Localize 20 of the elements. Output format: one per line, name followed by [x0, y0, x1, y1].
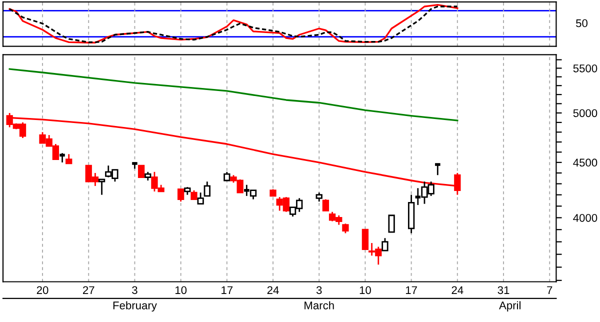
x-tick-label: 10 [175, 286, 187, 294]
x-tick-label: 24 [452, 286, 464, 294]
y-tick-label: 4500 [573, 158, 598, 167]
x2-tick-label: February [113, 301, 157, 312]
x-tick-label: 17 [406, 286, 417, 294]
x-tick-label: 7 [547, 286, 552, 294]
y-tick-label: 5000 [573, 109, 598, 118]
x-tick-label: 27 [82, 286, 94, 294]
text: 50 [576, 19, 588, 28]
x-tick-label: 3 [132, 286, 138, 294]
x-tick-label: 17 [222, 286, 233, 294]
y-tick-label: 5500 [573, 64, 598, 72]
x-tick-label: 24 [267, 286, 279, 294]
x-tick-label: 20 [36, 286, 48, 294]
x-tick-label: 10 [360, 286, 371, 294]
x2-tick-label: March [304, 301, 334, 310]
x2-tick-label: April [499, 301, 520, 312]
y-tick-label: 4000 [573, 214, 598, 222]
x-tick-label: 31 [498, 286, 510, 294]
x-tick-label: 3 [316, 286, 322, 294]
